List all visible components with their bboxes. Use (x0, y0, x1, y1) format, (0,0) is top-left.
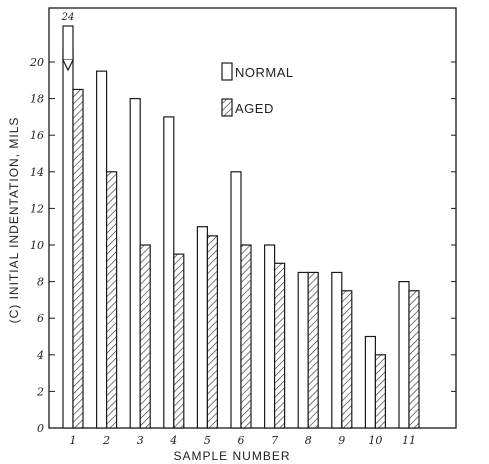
bar-aged-8 (307, 271, 319, 429)
bar-aged-5 (206, 235, 218, 429)
x-tick-label-8: 8 (305, 434, 312, 447)
x-tick-label-7: 7 (271, 434, 278, 447)
bar-aged-3 (139, 244, 151, 429)
bar-normal-4 (163, 116, 175, 429)
bar-aged-1 (72, 88, 84, 429)
bar-normal-5 (196, 226, 208, 429)
y-tick-label-16: 16 (30, 129, 44, 142)
legend-swatch-aged (221, 98, 233, 117)
bar-normal-6 (230, 171, 242, 429)
x-tick-label-4: 4 (169, 434, 177, 447)
y-tick-label-14: 14 (30, 166, 44, 179)
y-tick-label-6: 6 (37, 312, 44, 325)
bar-normal-7 (264, 244, 276, 429)
y-tick-label-4: 4 (36, 349, 44, 362)
x-tick-label-3: 3 (137, 434, 144, 447)
x-tick-label-2: 2 (102, 434, 110, 447)
x-tick-label-1: 1 (70, 434, 77, 447)
x-tick-label-6: 6 (238, 434, 245, 447)
bar-aged-4 (173, 253, 185, 429)
y-tick-label-20: 20 (29, 56, 44, 69)
bars: 24 (61, 12, 420, 429)
bar-normal-3 (129, 97, 141, 429)
bar-normal-9 (331, 271, 343, 429)
bar-aged-6 (240, 244, 252, 429)
bar-normal-8 (297, 271, 309, 429)
bar-normal-2 (95, 70, 108, 429)
bar-normal-10 (364, 335, 376, 429)
legend: NORMAL AGED (221, 62, 294, 117)
y-tick-label-0: 0 (37, 422, 44, 435)
x-tick-label-10: 10 (368, 434, 382, 447)
y-tick-label-12: 12 (30, 202, 44, 215)
bar-aged-2 (105, 171, 118, 429)
bar-aged-9 (341, 290, 353, 429)
x-axis-ticks: 1 2 3 4 5 6 7 8 9 10 11 (70, 423, 416, 447)
bar-normal-value-label-1: 24 (61, 12, 75, 23)
x-tick-label-5: 5 (204, 434, 211, 447)
plot-border (48, 7, 457, 429)
bar-normal-11 (398, 281, 410, 429)
bar-normal-1 (62, 48, 74, 429)
bar-aged-10 (374, 354, 386, 429)
y-tick-label-8: 8 (37, 276, 44, 289)
x-tick-label-11: 11 (402, 434, 416, 447)
x-axis-label: SAMPLE NUMBER (173, 449, 290, 463)
y-axis-ticks: 0 2 4 6 8 10 12 14 16 18 20 (29, 56, 456, 435)
y-tick-label-10: 10 (30, 239, 44, 252)
legend-label-aged: AGED (235, 101, 274, 116)
bar-aged-11 (408, 290, 420, 429)
bar-aged-7 (274, 262, 286, 429)
y-tick-label-18: 18 (30, 93, 44, 106)
axis-break-mark (62, 59, 74, 72)
plot-frame (48, 7, 457, 429)
x-tick-label-9: 9 (338, 434, 345, 447)
legend-swatch-normal (221, 62, 233, 81)
legend-label-normal: NORMAL (235, 65, 294, 80)
y-axis-label: (C) INITIAL INDENTATION, MILS (7, 117, 21, 324)
bar-normal-top-1 (62, 25, 74, 61)
y-tick-label-2: 2 (36, 385, 44, 398)
